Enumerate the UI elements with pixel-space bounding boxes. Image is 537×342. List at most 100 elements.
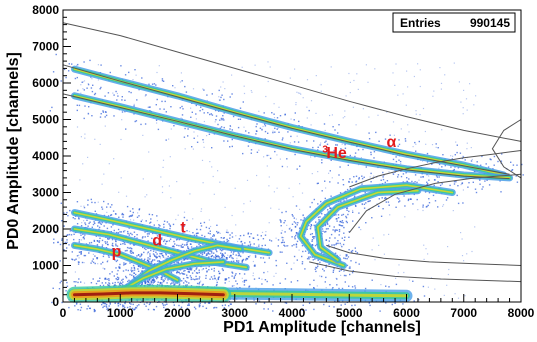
scatter-point — [338, 229, 341, 231]
scatter-point — [327, 223, 329, 225]
scatter-point — [84, 222, 86, 224]
scatter-point — [222, 237, 225, 239]
scatter-point — [162, 256, 165, 258]
scatter-point — [169, 238, 172, 240]
scatter-point — [178, 284, 180, 286]
scatter-point — [172, 245, 175, 247]
scatter-point — [416, 181, 418, 184]
scatter-point — [304, 268, 306, 270]
scatter-point — [301, 245, 304, 247]
scatter-point — [345, 220, 348, 223]
scatter-point — [333, 244, 335, 246]
scatter-point — [177, 261, 180, 263]
scatter-point — [210, 250, 213, 253]
scatter-point — [117, 269, 119, 272]
scatter-point — [319, 216, 321, 218]
particle-label: He — [326, 145, 347, 162]
scatter-point — [78, 218, 80, 220]
scatter-point — [334, 229, 336, 231]
scatter-point — [262, 257, 265, 259]
scatter-point — [291, 223, 294, 225]
scatter-point — [215, 119, 217, 121]
scatter-point — [149, 222, 151, 224]
scatter-point — [329, 237, 331, 239]
scatter-point — [334, 230, 336, 233]
scatter-point — [329, 284, 331, 286]
scatter-point — [274, 127, 276, 129]
scatter-point — [216, 279, 218, 281]
scatter-point — [329, 114, 331, 117]
scatter-point — [333, 226, 335, 228]
scatter-point — [208, 269, 210, 271]
scatter-point — [136, 255, 138, 257]
scatter-point — [181, 225, 183, 227]
scatter-point — [339, 221, 341, 223]
scatter-point — [119, 282, 121, 285]
scatter-point — [101, 208, 104, 210]
scatter-point — [195, 118, 197, 120]
scatter-point — [299, 92, 301, 94]
scatter-point — [121, 279, 123, 281]
scatter-point — [84, 234, 86, 236]
scatter-point — [395, 277, 397, 279]
scatter-point — [351, 249, 354, 252]
scatter-point — [93, 239, 95, 242]
scatter-point — [221, 255, 224, 257]
scatter-point — [113, 158, 115, 160]
scatter-point — [153, 83, 156, 85]
scatter-point — [241, 260, 243, 262]
scatter-point — [378, 140, 380, 142]
x-tick-label: 0 — [60, 306, 67, 320]
scatter-point — [223, 98, 225, 101]
scatter-point — [112, 210, 115, 212]
scatter-point — [446, 197, 449, 199]
scatter-point — [311, 239, 314, 241]
scatter-point — [122, 304, 124, 306]
scatter-point — [127, 280, 129, 283]
scatter-point — [148, 213, 151, 216]
scatter-point — [190, 276, 192, 279]
scatter-point — [245, 279, 248, 282]
scatter-point — [177, 214, 179, 216]
scatter-point — [117, 232, 119, 234]
scatter-point — [159, 108, 161, 110]
scatter-point — [343, 270, 345, 272]
scatter-point — [330, 207, 332, 209]
scatter-point — [203, 252, 206, 254]
scatter-point — [130, 250, 133, 252]
scatter-point — [326, 147, 328, 149]
scatter-point — [358, 177, 360, 179]
scatter-point — [407, 124, 409, 126]
scatter-point — [219, 127, 221, 129]
scatter-point — [355, 180, 358, 182]
scatter-point — [285, 302, 288, 304]
scatter-point — [179, 273, 181, 275]
scatter-point — [192, 88, 195, 90]
scatter-point — [246, 258, 249, 260]
scatter-point — [462, 155, 464, 157]
scatter-point — [265, 231, 267, 233]
scatter-point — [152, 280, 155, 282]
scatter-point — [342, 179, 344, 181]
scatter-point — [239, 118, 242, 120]
scatter-point — [121, 212, 124, 215]
scatter-point — [78, 254, 80, 256]
scatter-point — [80, 92, 82, 94]
scatter-point — [127, 269, 129, 272]
scatter-point — [342, 222, 344, 224]
scatter-point — [215, 249, 217, 251]
scatter-point — [186, 219, 188, 221]
scatter-point — [181, 114, 184, 116]
axis-ticks: 0 1000 2000 3000 4000 5000 6000 7000 80000100020… — [32, 3, 534, 320]
scatter-point — [337, 240, 339, 242]
scatter-point — [388, 286, 390, 288]
scatter-point — [256, 123, 258, 125]
scatter-point — [273, 103, 275, 105]
scatter-point — [170, 283, 172, 285]
scatter-point — [218, 99, 220, 101]
scatter-point — [302, 250, 304, 253]
y-tick-label: 3000 — [32, 186, 59, 200]
scatter-point — [59, 243, 62, 246]
scatter-point — [94, 222, 96, 224]
band-he3-punch-inner — [316, 189, 419, 261]
